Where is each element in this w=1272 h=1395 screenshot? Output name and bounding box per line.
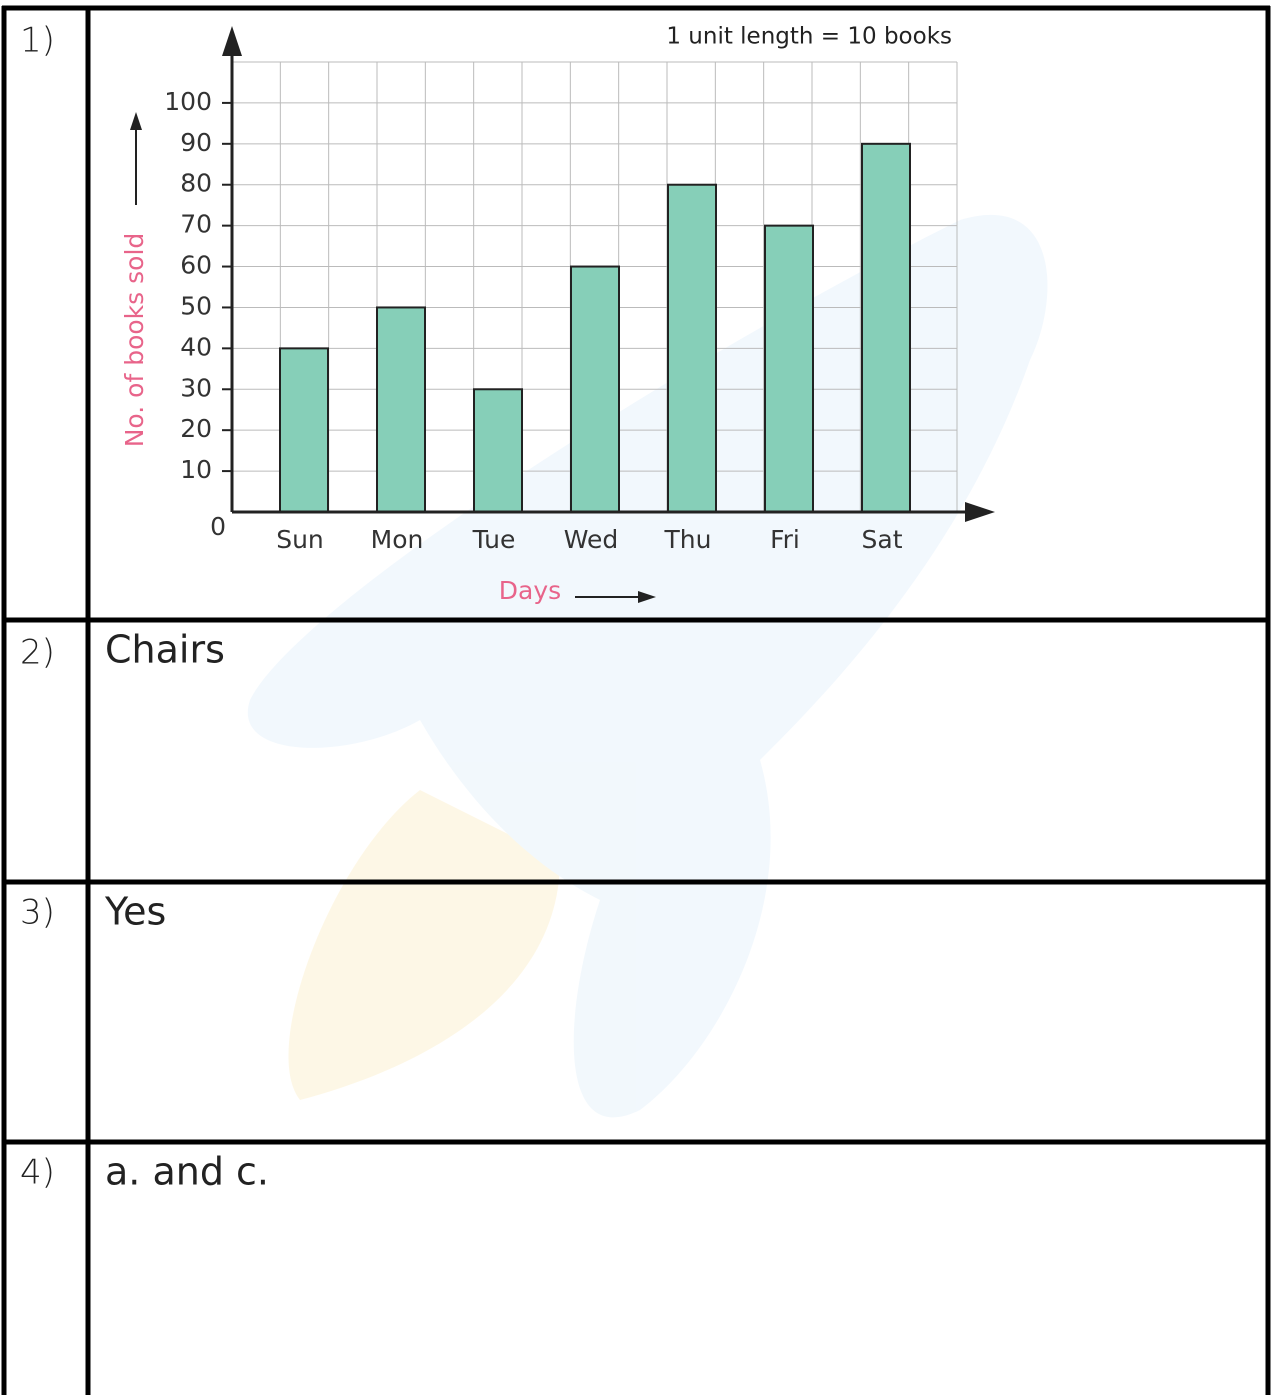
x-axis-label: Days xyxy=(499,576,561,605)
x-tick-label: Wed xyxy=(564,525,619,554)
y-tick-label: 90 xyxy=(180,128,212,157)
y-tick-label: 80 xyxy=(180,169,212,198)
bar xyxy=(473,388,523,514)
answer: Yes xyxy=(104,890,166,934)
table-borders xyxy=(1,5,1271,1395)
y-tick-label: 0 xyxy=(210,512,226,541)
y-tick-label: 100 xyxy=(164,87,212,116)
y-tick-label: 10 xyxy=(180,455,212,484)
x-tick-label: Sat xyxy=(862,525,903,554)
chart: 0 10 20 30 40 50 60 70 80 90 100 Sun Mon Tue Wed Thu Fri… xyxy=(164,61,957,554)
y-tick-label: 60 xyxy=(180,251,212,280)
watermark xyxy=(247,214,1048,1118)
x-tick-label: Mon xyxy=(371,525,424,554)
row-number: 3) xyxy=(20,893,55,933)
y-axis-label: No. of books sold xyxy=(120,233,149,448)
row-number: 2) xyxy=(20,633,55,673)
axis-arrows xyxy=(130,26,995,603)
x-tick-label: Tue xyxy=(472,525,516,554)
bar xyxy=(570,265,620,513)
row-number: 1) xyxy=(20,21,55,61)
y-tick-label: 40 xyxy=(180,332,212,361)
y-tick-label: 50 xyxy=(180,291,212,320)
x-tick-label: Sun xyxy=(276,525,324,554)
annotation: 1 unit length = 10 books xyxy=(666,24,952,50)
y-tick-label: 20 xyxy=(180,414,212,443)
bar xyxy=(376,306,426,514)
bar xyxy=(764,224,814,514)
x-tick-label: Fri xyxy=(770,525,800,554)
bar xyxy=(667,183,717,514)
answer: Chairs xyxy=(105,628,225,672)
y-tick-label: 30 xyxy=(180,373,212,402)
bar xyxy=(279,347,329,514)
answer: a. and c. xyxy=(105,1150,269,1194)
x-tick-label: Thu xyxy=(664,525,712,554)
bar xyxy=(861,142,911,513)
row-number: 4) xyxy=(20,1153,55,1193)
y-tick-label: 70 xyxy=(180,210,212,239)
